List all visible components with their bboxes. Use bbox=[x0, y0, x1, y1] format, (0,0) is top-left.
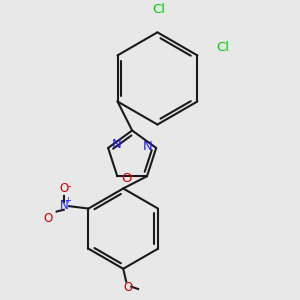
Text: O: O bbox=[44, 212, 53, 226]
Text: N: N bbox=[143, 140, 153, 153]
Text: -: - bbox=[68, 181, 71, 191]
Text: N: N bbox=[112, 138, 121, 151]
Text: N: N bbox=[59, 199, 68, 212]
Text: O: O bbox=[124, 281, 133, 294]
Text: O: O bbox=[59, 182, 68, 195]
Text: Cl: Cl bbox=[152, 3, 165, 16]
Text: +: + bbox=[64, 196, 71, 205]
Text: O: O bbox=[122, 172, 132, 185]
Text: Cl: Cl bbox=[217, 41, 230, 55]
